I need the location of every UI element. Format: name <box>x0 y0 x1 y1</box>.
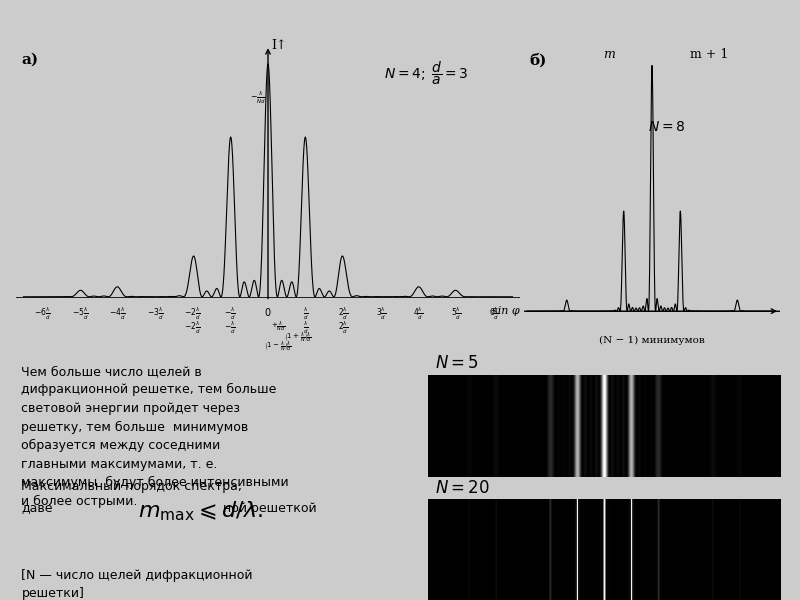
Text: [N — число щелей дифракционной
решетки]: [N — число щелей дифракционной решетки] <box>22 569 253 600</box>
Text: sin φ: sin φ <box>492 306 520 316</box>
Text: даве: даве <box>22 502 53 515</box>
Text: $2\frac{\lambda}{d}$: $2\frac{\lambda}{d}$ <box>338 306 348 322</box>
Text: $-2\frac{\lambda}{d}$: $-2\frac{\lambda}{d}$ <box>185 320 201 336</box>
Text: $\left(1-\frac{\lambda}{N}\right)\!\frac{\lambda}{d}$: $\left(1-\frac{\lambda}{N}\right)\!\frac… <box>264 340 291 354</box>
Text: $\frac{\lambda}{d}$: $\frac{\lambda}{d}$ <box>302 306 309 322</box>
Text: Чем больше число щелей в
дифракционной решетке, тем больше
световой энергии прой: Чем больше число щелей в дифракционной р… <box>22 365 289 508</box>
Text: б): б) <box>530 53 547 68</box>
Text: Максимальный порядок спектра,: Максимальный порядок спектра, <box>22 480 242 493</box>
Text: $0$: $0$ <box>264 306 272 318</box>
Text: $-3\frac{\lambda}{d}$: $-3\frac{\lambda}{d}$ <box>147 306 163 322</box>
Text: $6\frac{\lambda}{d}$: $6\frac{\lambda}{d}$ <box>489 306 499 322</box>
Text: а): а) <box>22 52 38 66</box>
Text: m: m <box>603 47 615 61</box>
Text: $N = 8$: $N = 8$ <box>647 120 685 134</box>
Text: $\left(1+\frac{\lambda}{N}\right)\!\frac{\lambda}{d}$: $\left(1+\frac{\lambda}{N}\right)\!\frac… <box>284 331 312 345</box>
Text: m + 1: m + 1 <box>690 47 728 61</box>
Text: $4\frac{\lambda}{d}$: $4\frac{\lambda}{d}$ <box>414 306 423 322</box>
Text: $2\frac{\lambda}{d}$: $2\frac{\lambda}{d}$ <box>338 320 348 336</box>
Text: $\frac{\lambda}{d}$: $\frac{\lambda}{d}$ <box>302 320 309 336</box>
Text: $-6\frac{\lambda}{d}$: $-6\frac{\lambda}{d}$ <box>34 306 50 322</box>
Text: $3\frac{\lambda}{d}$: $3\frac{\lambda}{d}$ <box>376 306 386 322</box>
Text: $-5\frac{\lambda}{d}$: $-5\frac{\lambda}{d}$ <box>72 306 88 322</box>
Text: $m_{\mathrm{max}} \leqslant d/\lambda.$: $m_{\mathrm{max}} \leqslant d/\lambda.$ <box>138 500 262 523</box>
Text: $-2\frac{\lambda}{d}$: $-2\frac{\lambda}{d}$ <box>185 306 201 322</box>
Text: $-\frac{\lambda}{Nd}$: $-\frac{\lambda}{Nd}$ <box>250 89 266 106</box>
Text: $-4\frac{\lambda}{d}$: $-4\frac{\lambda}{d}$ <box>110 306 126 322</box>
Text: $N = 4;\;\dfrac{d}{a} = 3$: $N = 4;\;\dfrac{d}{a} = 3$ <box>384 59 468 86</box>
Text: ной решеткой: ной решеткой <box>222 502 316 515</box>
Text: $+\frac{\lambda}{Nd}$: $+\frac{\lambda}{Nd}$ <box>271 320 286 334</box>
Text: $N = 20$: $N = 20$ <box>435 479 490 497</box>
Text: $-\frac{\lambda}{d}$: $-\frac{\lambda}{d}$ <box>225 320 236 336</box>
Text: $5\frac{\lambda}{d}$: $5\frac{\lambda}{d}$ <box>451 306 462 322</box>
Text: $N = 5$: $N = 5$ <box>435 355 479 373</box>
Text: I↑: I↑ <box>271 39 286 52</box>
Text: (N − 1) минимумов: (N − 1) минимумов <box>599 336 705 345</box>
Text: $-\frac{\lambda}{d}$: $-\frac{\lambda}{d}$ <box>225 306 236 322</box>
